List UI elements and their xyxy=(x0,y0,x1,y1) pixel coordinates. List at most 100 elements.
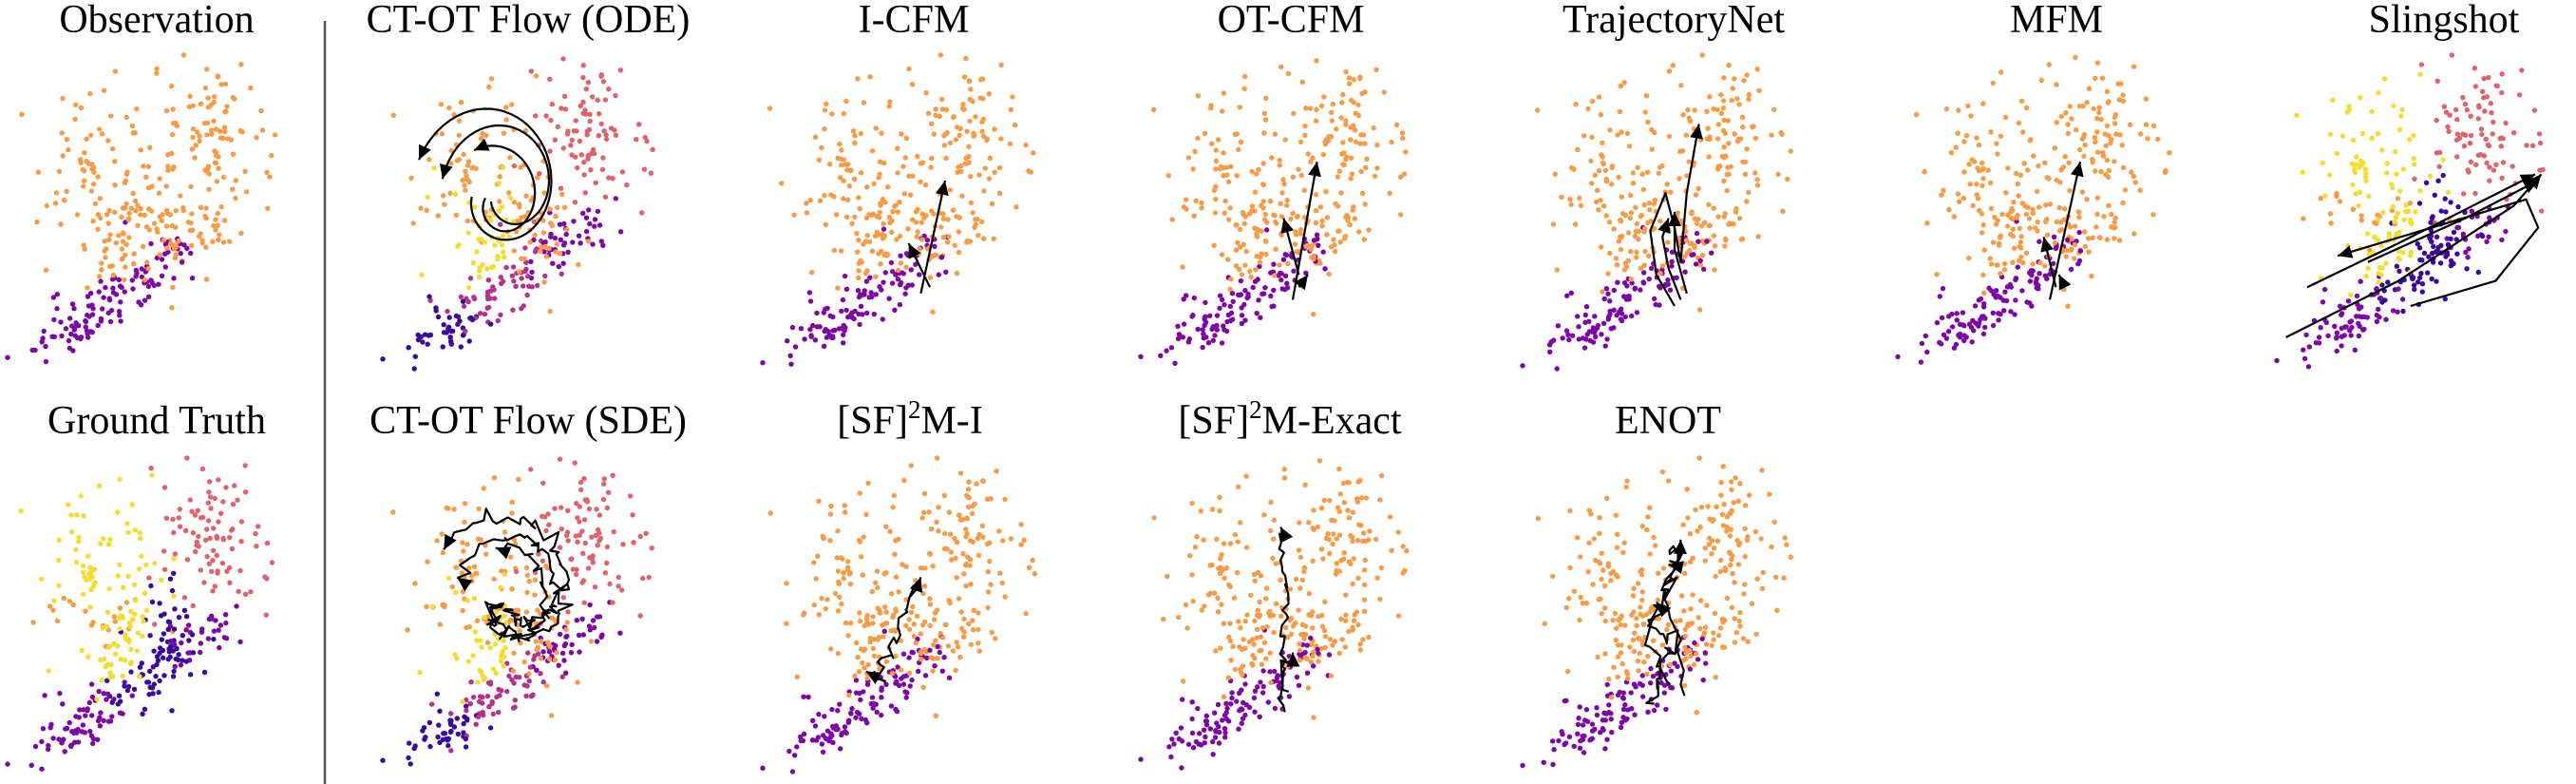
scatter-point xyxy=(877,608,882,614)
scatter-point xyxy=(2540,166,2546,173)
scatter-point xyxy=(1999,211,2005,218)
scatter-point xyxy=(1222,198,1228,204)
scatter-point xyxy=(122,180,128,185)
scatter-point xyxy=(1668,189,1674,195)
scatter-point xyxy=(1934,319,1941,326)
scatter-point xyxy=(168,644,174,650)
scatter-point xyxy=(946,598,952,603)
scatter-point xyxy=(2499,89,2505,96)
scatter-point xyxy=(128,669,134,675)
scatter-point xyxy=(2428,220,2434,225)
scatter-point xyxy=(881,604,888,610)
scatter-point xyxy=(1241,73,1248,80)
scatter-point xyxy=(2005,223,2011,229)
scatter-point xyxy=(1334,561,1339,566)
scatter-point xyxy=(1703,641,1710,647)
scatter-point xyxy=(2101,214,2107,220)
scatter-point xyxy=(594,639,600,644)
scatter-point xyxy=(1734,538,1740,544)
scatter-point xyxy=(1785,176,1790,182)
scatter-point xyxy=(535,282,540,289)
scatter-point xyxy=(204,120,211,125)
title-superscript: 2 xyxy=(1249,395,1262,424)
scatter-point xyxy=(892,203,898,209)
scatter-point xyxy=(1198,508,1203,514)
scatter-point xyxy=(1272,668,1278,675)
scatter-point xyxy=(2363,273,2369,279)
scatter-point xyxy=(1684,173,1690,179)
scatter-point xyxy=(1746,91,1752,98)
scatter-point xyxy=(815,735,822,740)
scatter-point xyxy=(927,596,933,602)
scatter-point xyxy=(411,366,417,372)
scatter-point xyxy=(1731,500,1736,506)
scatter-point xyxy=(85,285,90,291)
scatter-point xyxy=(1287,586,1293,592)
scatter-point xyxy=(1969,339,1975,345)
scatter-point xyxy=(464,708,469,714)
scatter-point xyxy=(2339,334,2345,339)
scatter-point xyxy=(902,689,908,695)
scatter-point xyxy=(1632,712,1638,717)
scatter-point xyxy=(118,657,123,662)
scatter-point xyxy=(1227,286,1233,292)
scatter-point xyxy=(875,584,881,591)
scatter-point xyxy=(464,218,471,224)
scatter-point xyxy=(1321,497,1327,504)
scatter-point xyxy=(1576,336,1582,342)
scatter-point xyxy=(123,636,129,641)
scatter-point xyxy=(2052,145,2058,151)
scatter-point xyxy=(812,134,819,140)
scatter-point xyxy=(503,105,509,110)
scatter-point xyxy=(888,591,895,597)
scatter-point xyxy=(1604,736,1610,742)
scatter-point xyxy=(1362,141,1368,146)
scatter-point xyxy=(965,504,972,510)
scatter-point xyxy=(966,143,972,149)
scatter-point xyxy=(982,165,988,171)
scatter-point xyxy=(447,729,454,735)
scatter-point xyxy=(2013,276,2019,281)
scatter-point xyxy=(104,623,110,629)
scatter-point xyxy=(434,691,440,697)
scatter-point xyxy=(911,633,917,640)
scatter-point xyxy=(1609,729,1615,736)
scatter-point xyxy=(1645,514,1651,520)
scatter-point xyxy=(230,151,237,157)
scatter-point xyxy=(40,726,47,732)
scatter-point xyxy=(874,568,881,574)
scatter-point xyxy=(1238,669,1244,676)
scatter-point xyxy=(2061,217,2067,222)
scatter-point xyxy=(956,229,961,235)
scatter-point xyxy=(2339,343,2344,349)
scatter-point xyxy=(918,631,923,637)
scatter-point xyxy=(2475,152,2481,159)
scatter-point xyxy=(1697,598,1704,603)
scatter-point xyxy=(1296,682,1302,688)
scatter-point xyxy=(1363,495,1370,501)
scatter-point xyxy=(2451,229,2457,236)
scatter-point xyxy=(1669,263,1675,269)
scatter-point xyxy=(503,117,509,123)
scatter-point xyxy=(205,105,212,110)
scatter-point xyxy=(2473,162,2479,168)
scatter-point xyxy=(565,609,571,615)
scatter-point xyxy=(2468,132,2474,139)
scatter-point xyxy=(1349,171,1355,177)
scatter-point xyxy=(900,163,906,169)
scatter-point xyxy=(624,182,630,188)
scatter-point xyxy=(1302,482,1308,488)
scatter-point xyxy=(192,155,198,161)
scatter-point xyxy=(463,736,468,742)
scatter-point xyxy=(1335,174,1341,180)
scatter-point xyxy=(563,626,569,633)
scatter-point xyxy=(39,738,45,745)
scatter-point xyxy=(870,621,876,626)
scatter-point xyxy=(1288,631,1295,638)
scatter-point xyxy=(908,609,915,616)
scatter-point xyxy=(83,608,88,614)
scatter-point xyxy=(858,170,864,176)
scatter-point xyxy=(789,769,796,774)
scatter-point xyxy=(1771,106,1777,113)
scatter-point xyxy=(1695,528,1700,534)
